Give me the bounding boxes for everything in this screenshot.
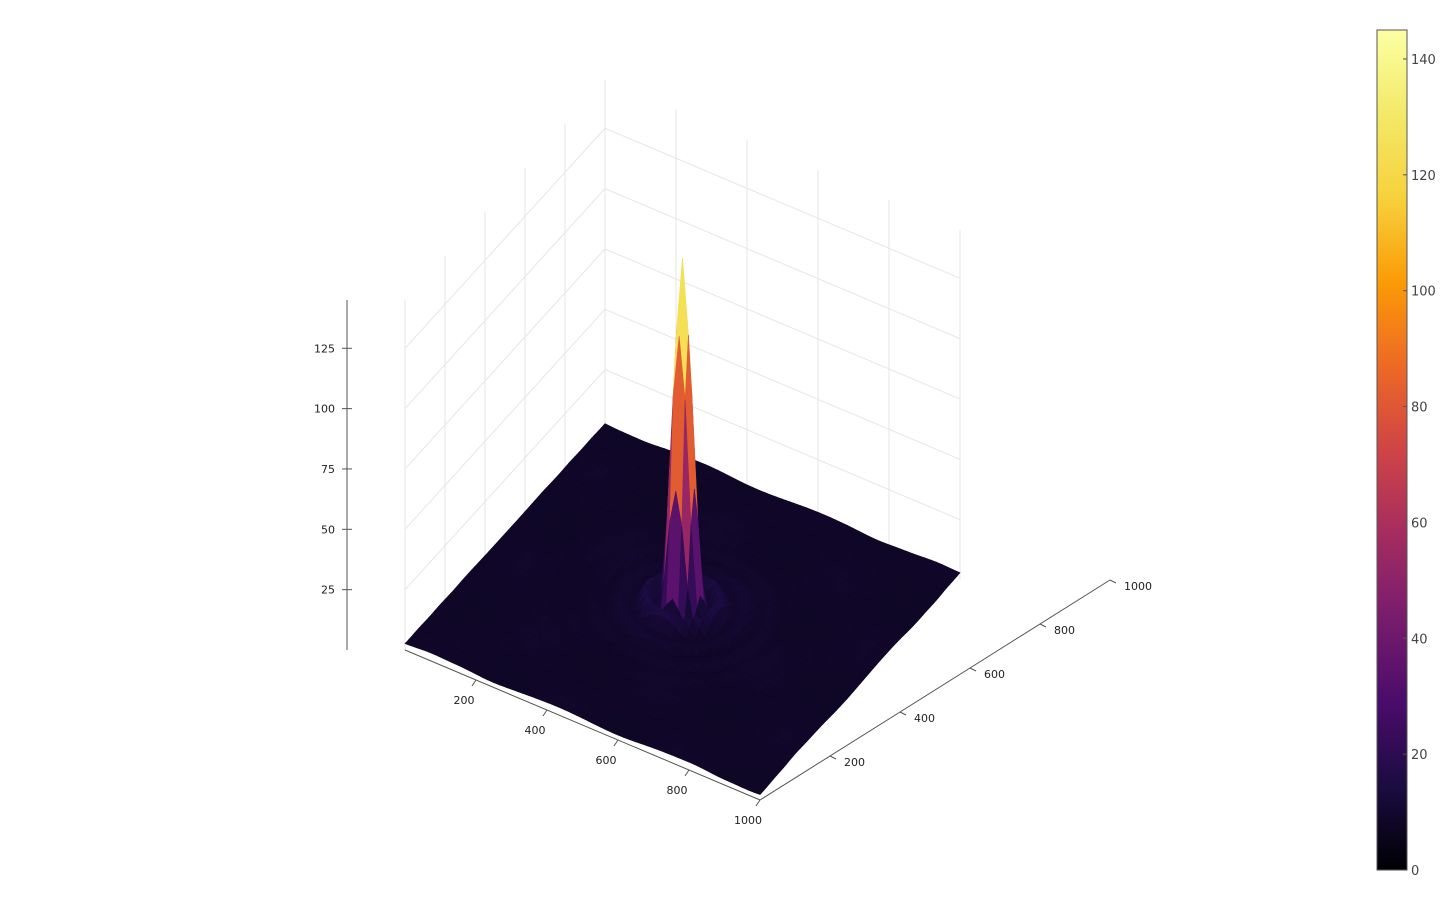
colorbar: 0 20 40 60 80 100 120 140 — [1376, 29, 1436, 879]
y-tick-label: 200 — [844, 756, 865, 769]
z-tick-label: 75 — [321, 463, 335, 476]
y-axis-line — [759, 579, 1111, 801]
colorbar-tick-label: 20 — [1411, 748, 1428, 763]
z-tick-label: 25 — [321, 584, 335, 597]
y-tick-label: 1000 — [1124, 580, 1152, 593]
y-tick-label: 800 — [1054, 624, 1075, 637]
x-tick-mark — [613, 739, 619, 747]
x-tick-label: 600 — [596, 754, 617, 767]
x-tick-mark — [684, 769, 690, 777]
colorbar-tick-label: 0 — [1411, 864, 1419, 879]
z-tick-label: 50 — [321, 523, 335, 536]
colorbar-tick-label: 80 — [1411, 401, 1428, 416]
surface-layer — [404, 258, 961, 795]
x-tick-label: 800 — [667, 784, 688, 797]
x-tick-mark — [471, 679, 477, 687]
y-tick-label: 400 — [914, 712, 935, 725]
y-tick-mark — [1109, 579, 1117, 584]
colorbar-tick-label: 120 — [1411, 169, 1436, 184]
x-tick-label: 1000 — [734, 814, 762, 827]
grid-layer — [404, 80, 961, 650]
colorbar-tick-label: 140 — [1411, 53, 1436, 68]
y-tick-mark — [829, 755, 837, 760]
x-tick-mark — [542, 709, 548, 717]
colorbar-tick-label: 40 — [1411, 632, 1428, 647]
colorbar-gradient — [1376, 29, 1408, 871]
surface-cell — [753, 788, 764, 795]
axes-layer: 25 50 75 100 125 200 400 600 800 1000 200 400 600 800… — [314, 300, 1152, 827]
x-tick-mark — [755, 799, 761, 807]
y-tick-mark — [969, 667, 977, 672]
z-tick-label: 100 — [314, 403, 335, 416]
y-tick-mark — [1039, 623, 1047, 628]
colorbar-ticks: 0 20 40 60 80 100 120 140 — [1403, 53, 1436, 879]
x-axis-line — [404, 649, 761, 801]
x-tick-label: 200 — [454, 694, 475, 707]
y-tick-label: 600 — [984, 668, 1005, 681]
x-tick-label: 400 — [525, 724, 546, 737]
colorbar-tick-label: 60 — [1411, 516, 1428, 531]
y-tick-mark — [899, 711, 907, 716]
z-tick-label: 125 — [314, 342, 335, 355]
colorbar-tick-label: 100 — [1411, 285, 1436, 300]
